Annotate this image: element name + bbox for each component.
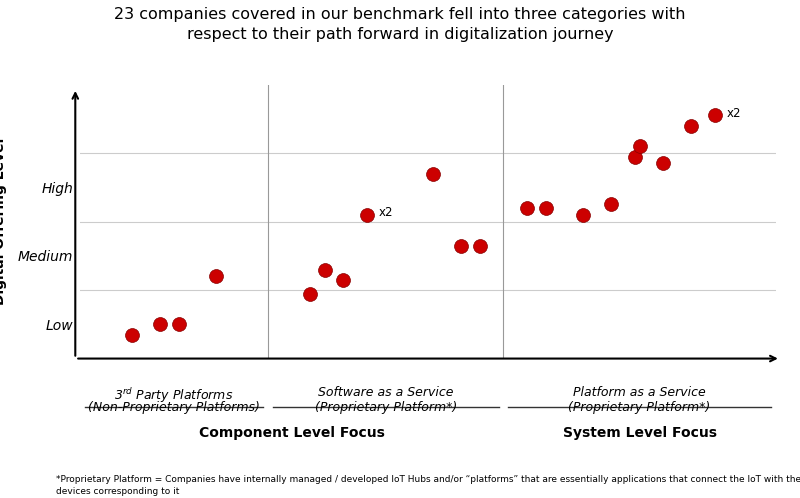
Text: Component Level Focus: Component Level Focus: [198, 426, 385, 440]
Point: [361, 211, 374, 219]
Text: 23 companies covered in our benchmark fell into three categories with
respect to: 23 companies covered in our benchmark fe…: [114, 7, 686, 42]
Point: [520, 204, 533, 212]
Point: [304, 289, 317, 297]
Text: Software as a Service: Software as a Service: [318, 386, 454, 399]
Point: [657, 159, 670, 167]
Point: [709, 112, 722, 120]
Text: Platform as a Service: Platform as a Service: [574, 386, 706, 399]
Point: [454, 242, 467, 249]
Text: x2: x2: [727, 107, 742, 120]
Point: [539, 204, 552, 212]
Text: (Proprietary Platform*): (Proprietary Platform*): [569, 401, 710, 414]
Text: x2: x2: [379, 206, 394, 219]
Point: [685, 122, 698, 129]
Text: (Proprietary Platform*): (Proprietary Platform*): [314, 401, 457, 414]
Point: [318, 265, 331, 273]
Point: [634, 142, 646, 150]
Point: [629, 152, 642, 160]
Point: [210, 272, 222, 280]
Point: [337, 276, 350, 284]
Text: 3$^{rd}$ Party Platforms: 3$^{rd}$ Party Platforms: [114, 386, 234, 405]
Text: System Level Focus: System Level Focus: [562, 426, 717, 440]
Point: [474, 242, 486, 249]
Point: [172, 320, 185, 328]
Text: (Non-Proprietary Platforms): (Non-Proprietary Platforms): [88, 401, 260, 414]
Point: [126, 331, 138, 339]
Y-axis label: Digital Offering Level: Digital Offering Level: [0, 138, 6, 305]
Point: [577, 211, 590, 219]
Point: [426, 170, 439, 178]
Point: [605, 201, 618, 209]
Point: [154, 320, 166, 328]
Text: *Proprietary Platform = Companies have internally managed / developed IoT Hubs a: *Proprietary Platform = Companies have i…: [56, 475, 800, 496]
